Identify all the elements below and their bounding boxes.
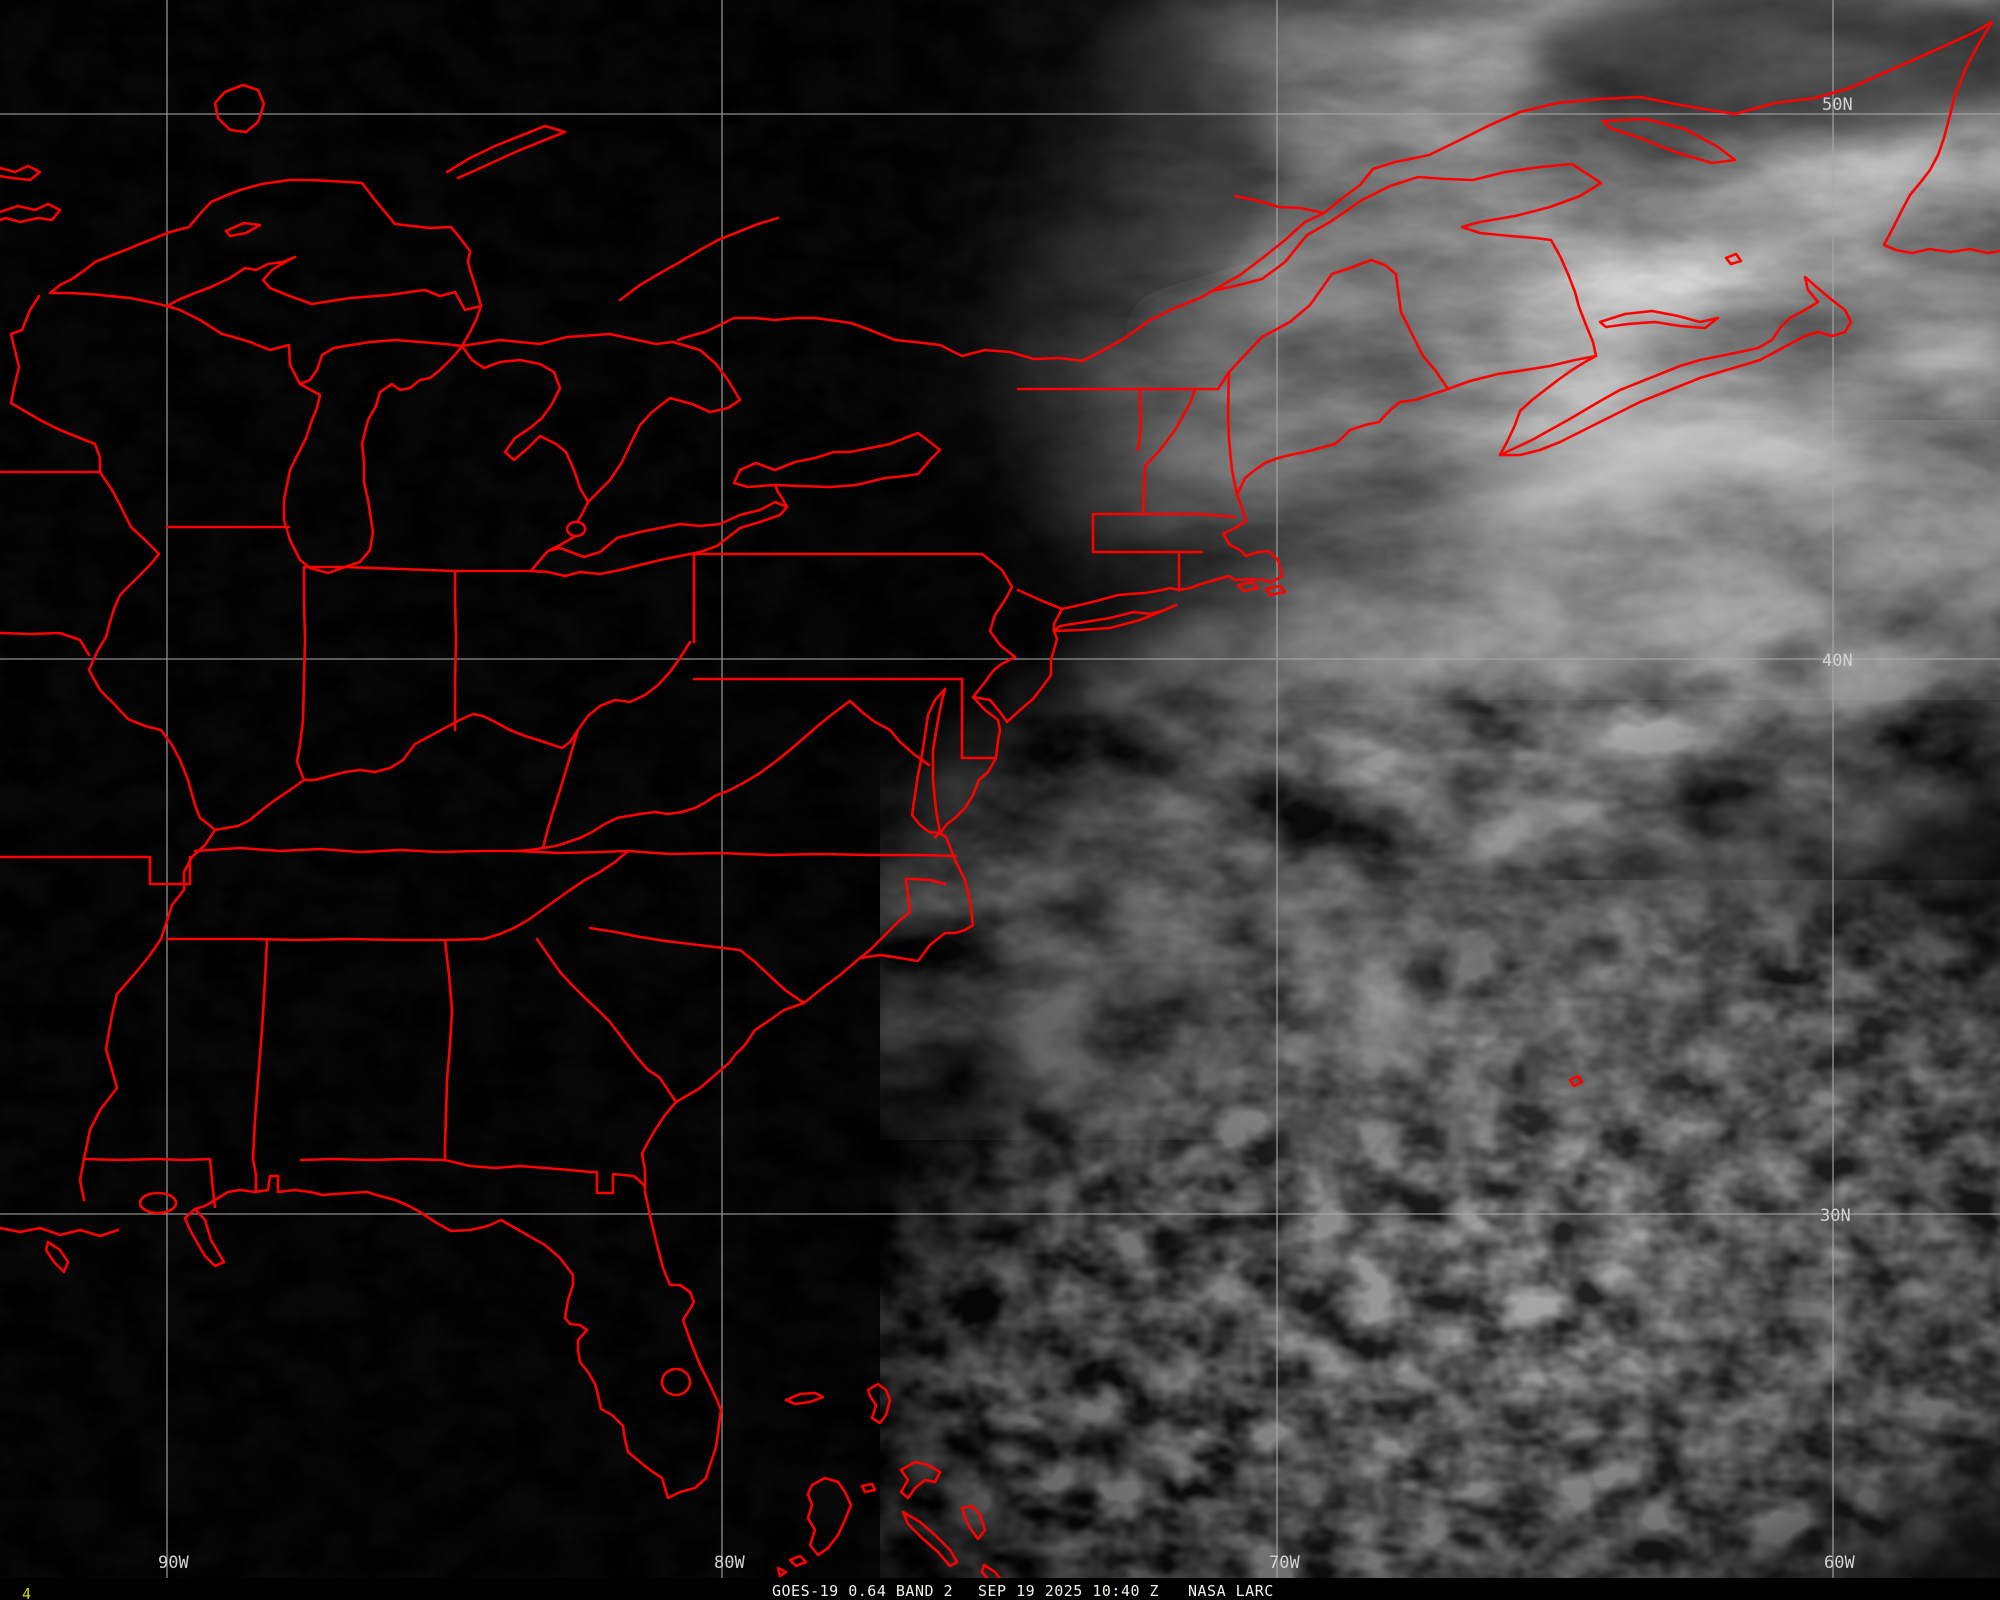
nova-scotia-outline [1498, 275, 1853, 457]
chesapeake-bay-outline [910, 687, 947, 835]
lake-huron-outline [460, 332, 742, 504]
new-york-new-jersey-border [1016, 588, 1064, 611]
tennessee-north-carolina-border [482, 849, 630, 941]
ohio-indiana-border [453, 569, 458, 732]
delaware-river-nj-coast [971, 552, 1017, 743]
cat-island [960, 1504, 987, 1541]
florida-west-gulf-coast [193, 1174, 664, 1480]
cloud-bright-streaks [840, 0, 2000, 1180]
longitude-label-70w: 70W [1269, 1553, 1300, 1573]
magdalen-islands [1724, 252, 1743, 266]
virginia-carolina-coastline [640, 830, 975, 1194]
eleuthera-island [899, 1460, 942, 1500]
longitude-label-60w: 60W [1824, 1553, 1855, 1573]
minnesota-wisconsin-mississippi-river [9, 294, 217, 1202]
caption-credit: NASA LARC [1188, 1582, 1274, 1600]
pamlico-sound-inner-coast [858, 877, 947, 960]
delaware-maryland-border [960, 677, 998, 760]
anticosti-island [1601, 117, 1737, 165]
tennessee-south-border [165, 937, 486, 942]
grid-labels: 90W 80W 70W 60W 50N 40N 30N [158, 95, 1855, 1573]
massachusetts-west-south-border [1091, 512, 1204, 554]
potomac-river [848, 699, 931, 767]
georgia-south-carolina-border [535, 937, 678, 1104]
longitude-label-80w: 80W [714, 1553, 745, 1573]
grand-bahama [784, 1391, 825, 1406]
isle-royale [224, 221, 262, 238]
florida-panhandle-border [299, 1157, 647, 1195]
new-providence [860, 1482, 877, 1494]
florida-east-coast [643, 1190, 723, 1500]
mississippi-louisiana-border [82, 1157, 217, 1209]
vermont-new-hampshire-border [1141, 387, 1197, 516]
prince-edward-island [1598, 309, 1720, 330]
latitude-label-30n: 30N [1820, 1206, 1851, 1226]
lake-superior-outline [48, 178, 483, 312]
map-outline-overlay [0, 20, 2000, 1600]
andros-island [806, 1476, 853, 1557]
saguenay-river [1233, 194, 1326, 215]
latitude-label-50n: 50N [1822, 95, 1853, 115]
alabama-mississippi-border [251, 937, 269, 1194]
delmarva-ocean-coast [933, 739, 1000, 839]
frame-marker: 4 [22, 1585, 31, 1600]
niagara-river [773, 483, 789, 509]
quebec-river-squiggle [618, 216, 780, 302]
lake-okeechobee [660, 1367, 692, 1397]
newfoundland-coast [1882, 20, 2000, 255]
alabama-georgia-border [443, 938, 454, 1162]
mississippi-delta [183, 1207, 226, 1268]
cape-cod-islands [1236, 580, 1287, 597]
new-hampshire-maine-border [1226, 370, 1239, 497]
lake-erie-outline [529, 500, 789, 578]
michigan-south-border [302, 565, 533, 573]
lake-pontchartrain [138, 1191, 178, 1215]
massachusetts-north-border [1091, 512, 1237, 519]
longitude-label-90w: 90W [158, 1553, 189, 1573]
big-sandy-river [541, 728, 580, 850]
iowa-missouri-border [0, 631, 91, 657]
lake-michigan-outline [282, 338, 464, 575]
ohio-river [213, 640, 692, 832]
wisconsin-michigan-border [165, 304, 302, 386]
lake-nipigon [213, 83, 266, 134]
long-island-outline [1052, 603, 1178, 633]
new-jersey-coastline [971, 629, 1059, 724]
abaco-island [866, 1382, 892, 1425]
cloud-field-lower-right [880, 880, 2000, 1580]
caption-bar: 4 GOES-19 0.64 BAND 2 SEP 19 2025 10:40 … [0, 1578, 2000, 1600]
kentucky-tennessee-virginia-border [193, 846, 958, 858]
caption-instrument: GOES-19 0.64 BAND 2 [772, 1582, 953, 1600]
ontario-river-squiggle [445, 124, 567, 180]
latitude-label-40n: 40N [1822, 651, 1853, 671]
new-england-coastline [1052, 387, 1450, 633]
missouri-arkansas-border [0, 855, 192, 886]
indiana-illinois-border [295, 565, 307, 782]
north-carolina-south-carolina-border [588, 926, 806, 1005]
louisiana-coast-fragments [0, 1226, 120, 1274]
maine-canada-border [1016, 258, 1450, 391]
bermuda [1568, 1074, 1584, 1088]
caption-bar-background [0, 1578, 2000, 1600]
st-lawrence-north-shore [1080, 20, 1994, 363]
bay-of-fundy-shore [1498, 354, 1598, 457]
lake-ontario-outline [732, 431, 942, 489]
border-lakes-northwest [0, 202, 62, 224]
ottawa-river [676, 316, 1084, 363]
caption-timestamp: SEP 19 2025 10:40 Z [978, 1582, 1159, 1600]
west-virginia-virginia-border [515, 699, 852, 853]
border-lakes-northwest-2 [0, 164, 42, 182]
exuma-chain [901, 1510, 959, 1568]
lake-champlain [1136, 387, 1143, 452]
st-marys-river [460, 304, 483, 348]
